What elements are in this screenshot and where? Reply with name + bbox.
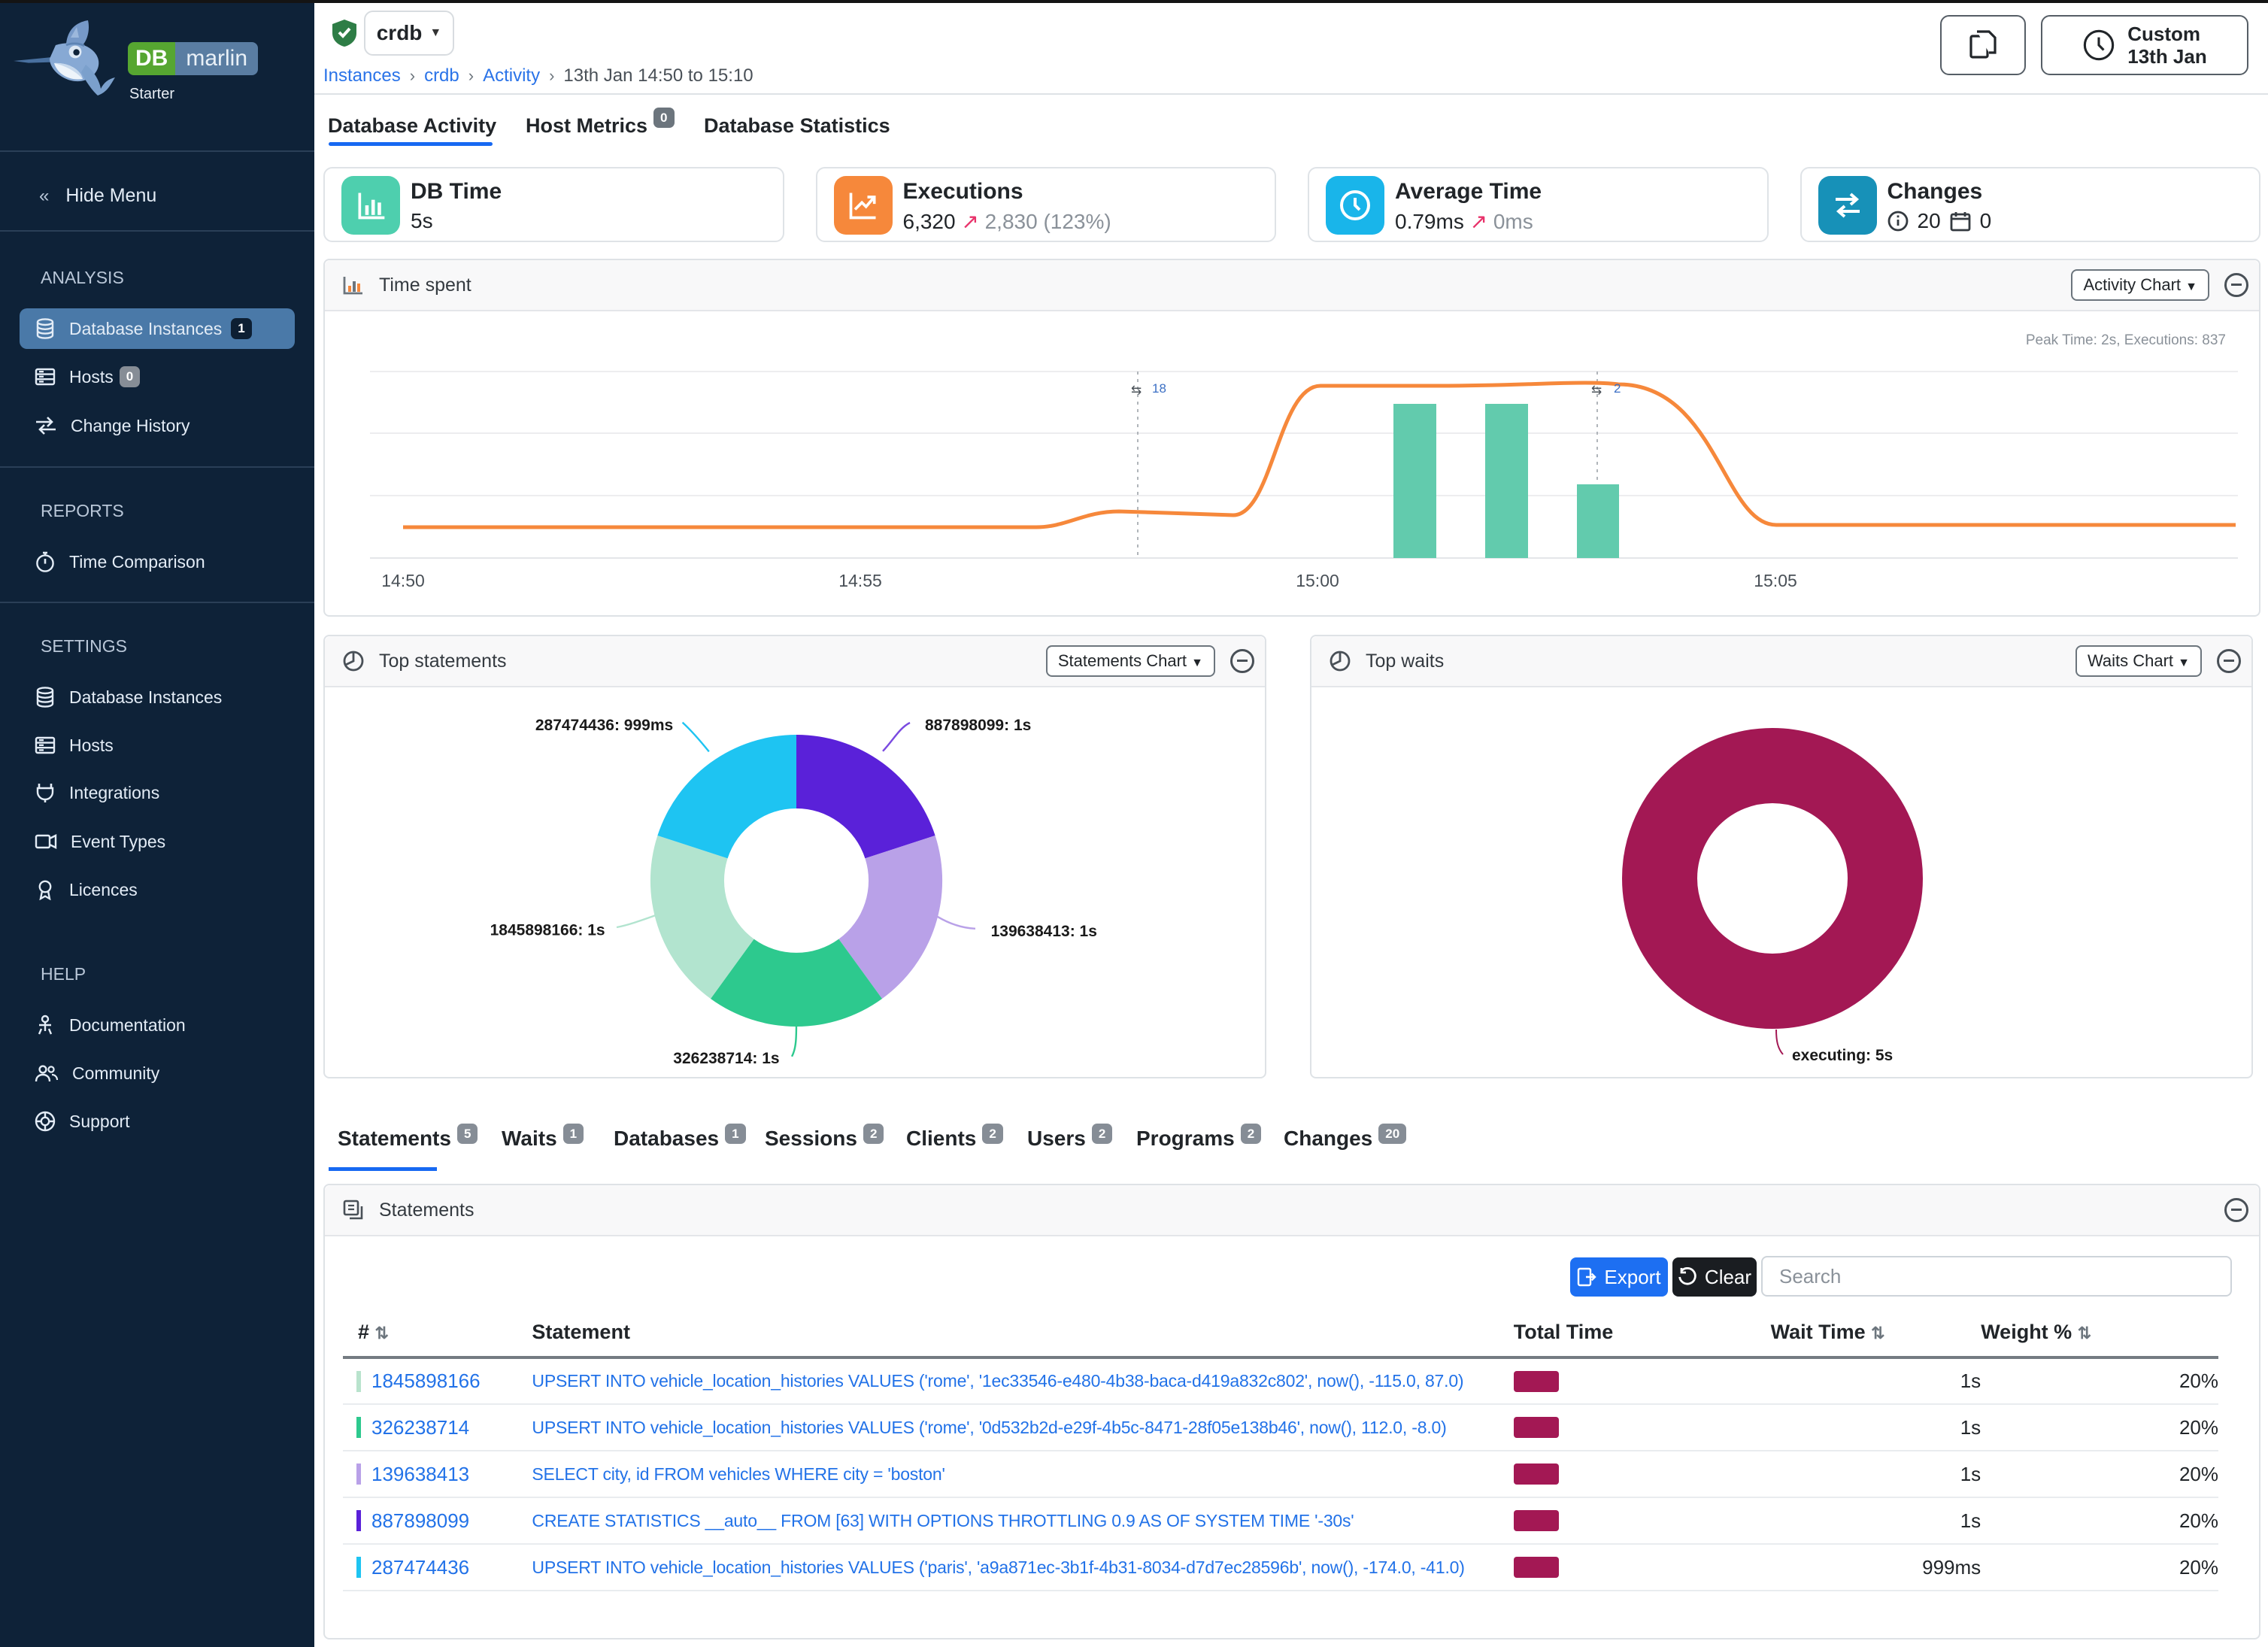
svg-text:⇆: ⇆ [1131,383,1142,397]
svg-text:887898099: 1s: 887898099: 1s [925,717,1031,734]
svg-text:287474436: 999ms: 287474436: 999ms [535,717,673,734]
svg-text:18: 18 [1152,381,1166,396]
svg-text:15:00: 15:00 [1296,571,1339,590]
svg-text:executing: 5s: executing: 5s [1792,1047,1893,1064]
svg-text:14:50: 14:50 [381,571,425,590]
svg-text:1845898166: 1s: 1845898166: 1s [490,921,605,939]
svg-text:Peak Time: 2s, Executions: 837: Peak Time: 2s, Executions: 837 [2026,332,2226,348]
svg-text:2: 2 [1614,381,1621,396]
svg-text:14:55: 14:55 [838,571,882,590]
svg-text:15:05: 15:05 [1754,571,1797,590]
svg-text:326238714: 1s: 326238714: 1s [673,1050,779,1067]
svg-text:⇆: ⇆ [1591,383,1602,397]
svg-text:139638413: 1s: 139638413: 1s [991,923,1097,940]
